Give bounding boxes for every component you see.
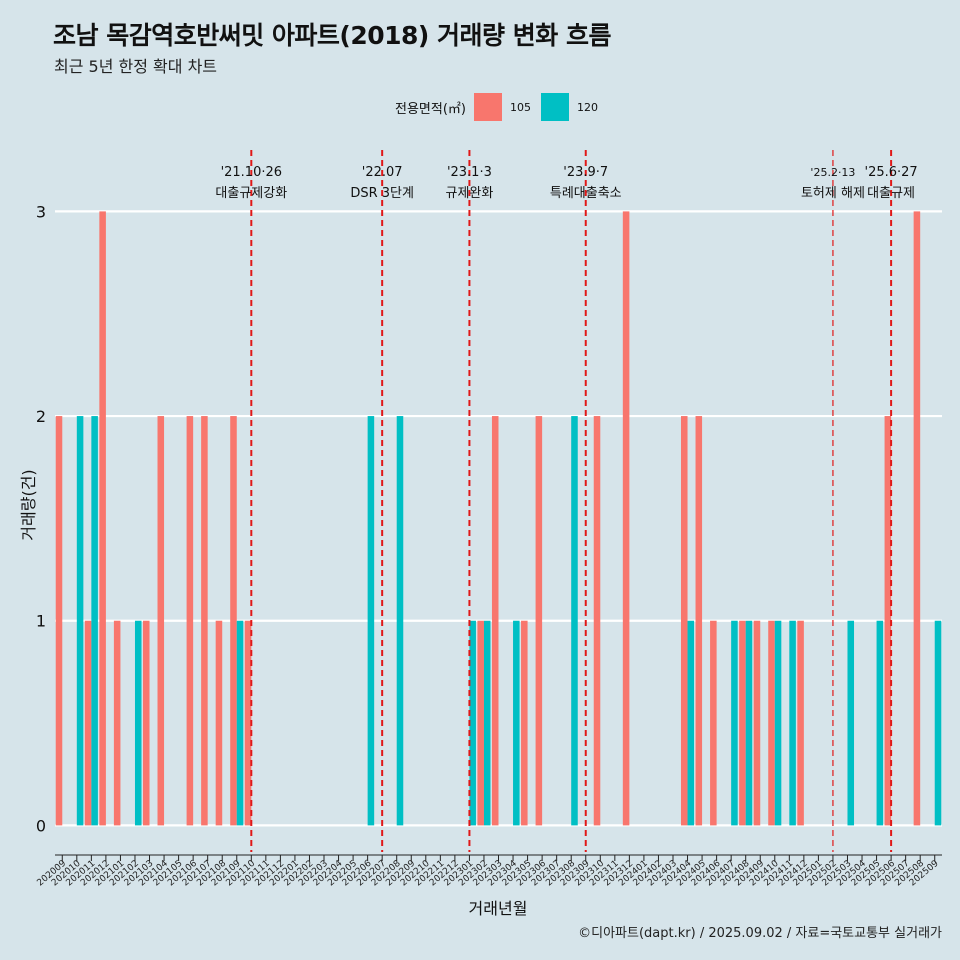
legend: 전용면적(㎡) 105 120 <box>395 93 608 121</box>
bar-105-202312 <box>622 211 630 826</box>
event-date-4: '25.2·13 <box>810 166 855 179</box>
bar-105-202104 <box>157 416 165 826</box>
event-date-0: '21.10·26 <box>221 165 282 180</box>
bar-105-202106 <box>186 416 194 826</box>
bar-105-202302 <box>477 620 484 826</box>
event-date-2: '23.1·3 <box>447 165 492 180</box>
y-tick-label-2: 2 <box>36 407 46 426</box>
bar-105-202011 <box>84 620 92 826</box>
legend-swatch-105 <box>473 93 502 121</box>
bars <box>55 211 942 826</box>
bar-120-202408 <box>745 620 753 826</box>
bar-120-202301 <box>469 620 476 826</box>
legend-swatch-120 <box>540 93 569 121</box>
bar-120-202503 <box>847 620 855 826</box>
event-label-4: 토허제 해제 <box>801 186 865 201</box>
y-axis-label: 거래량(건) <box>19 469 38 540</box>
bar-120-202304 <box>513 620 520 826</box>
bar-105-202408 <box>739 620 746 826</box>
event-label-5: 대출규제 <box>867 186 915 201</box>
bar-120-202010 <box>76 416 84 826</box>
chart-subtitle: 최근 5년 한정 확대 차트 <box>54 57 218 76</box>
bar-105-202009 <box>55 416 63 826</box>
bar-105-202412 <box>797 620 804 826</box>
y-tick-label-0: 0 <box>36 816 46 835</box>
bar-120-202102 <box>134 620 142 826</box>
bar-105-202303 <box>491 416 499 826</box>
bar-105-202109 <box>230 416 237 826</box>
event-date-1: '22.07 <box>362 165 403 180</box>
bar-120-202410 <box>774 620 782 826</box>
bar-120-202308 <box>571 416 578 826</box>
bar-120-202411 <box>789 620 796 826</box>
event-date-5: '25.6·27 <box>865 165 918 180</box>
bar-105-202508 <box>913 211 921 826</box>
bar-105-202506 <box>884 416 892 826</box>
source-caption: ©디아파트(dapt.kr) / 2025.09.02 / 자료=국토교통부 실… <box>578 926 942 941</box>
bar-120-202011 <box>91 416 98 826</box>
bar-105-202108 <box>215 620 223 826</box>
event-label-1: DSR 3단계 <box>350 186 414 201</box>
chart-title: 조남 목감역호반써밋 아파트(2018) 거래량 변화 흐름 <box>53 21 611 50</box>
bar-105-202306 <box>535 416 543 826</box>
event-date-3: '23.9·7 <box>563 165 608 180</box>
y-tick-label-3: 3 <box>36 202 46 221</box>
event-label-0: 대출규제강화 <box>215 186 287 201</box>
bar-105-202404 <box>680 416 688 826</box>
bar-120-202505 <box>876 620 884 826</box>
bar-105-202410 <box>768 620 775 826</box>
bar-120-202208 <box>396 416 404 826</box>
event-lines: '21.10·26 대출규제강화 '22.07 DSR 3단계 '23.1·3 규제완화 '… <box>215 150 918 852</box>
bar-120-202206 <box>367 416 375 826</box>
bar-105-202406 <box>710 620 717 826</box>
legend-label-120: 120 <box>576 100 598 114</box>
x-axis-label: 거래년월 <box>469 899 528 918</box>
bar-105-202310 <box>593 416 601 826</box>
bar-105-202409 <box>753 620 761 826</box>
bar-120-202407 <box>731 620 738 826</box>
bar-105-202012 <box>99 211 106 826</box>
bar-120-202109 <box>236 620 244 826</box>
bar-105-202101 <box>113 620 121 826</box>
event-label-2: 규제완화 <box>445 186 493 201</box>
bar-105-202103 <box>142 620 150 826</box>
bar-105-202110 <box>244 620 252 826</box>
bar-120-202302 <box>483 620 491 826</box>
bar-105-202405 <box>695 416 703 826</box>
bar-105-202107 <box>201 416 208 826</box>
bar-120-202404 <box>687 620 695 826</box>
legend-title: 전용면적(㎡) <box>395 101 466 117</box>
y-tick-label-1: 1 <box>36 612 46 631</box>
bar-105-202305 <box>521 620 528 826</box>
bar-120-202509 <box>934 620 942 826</box>
legend-label-105: 105 <box>509 100 531 114</box>
event-label-3: 특례대출축소 <box>550 186 622 201</box>
